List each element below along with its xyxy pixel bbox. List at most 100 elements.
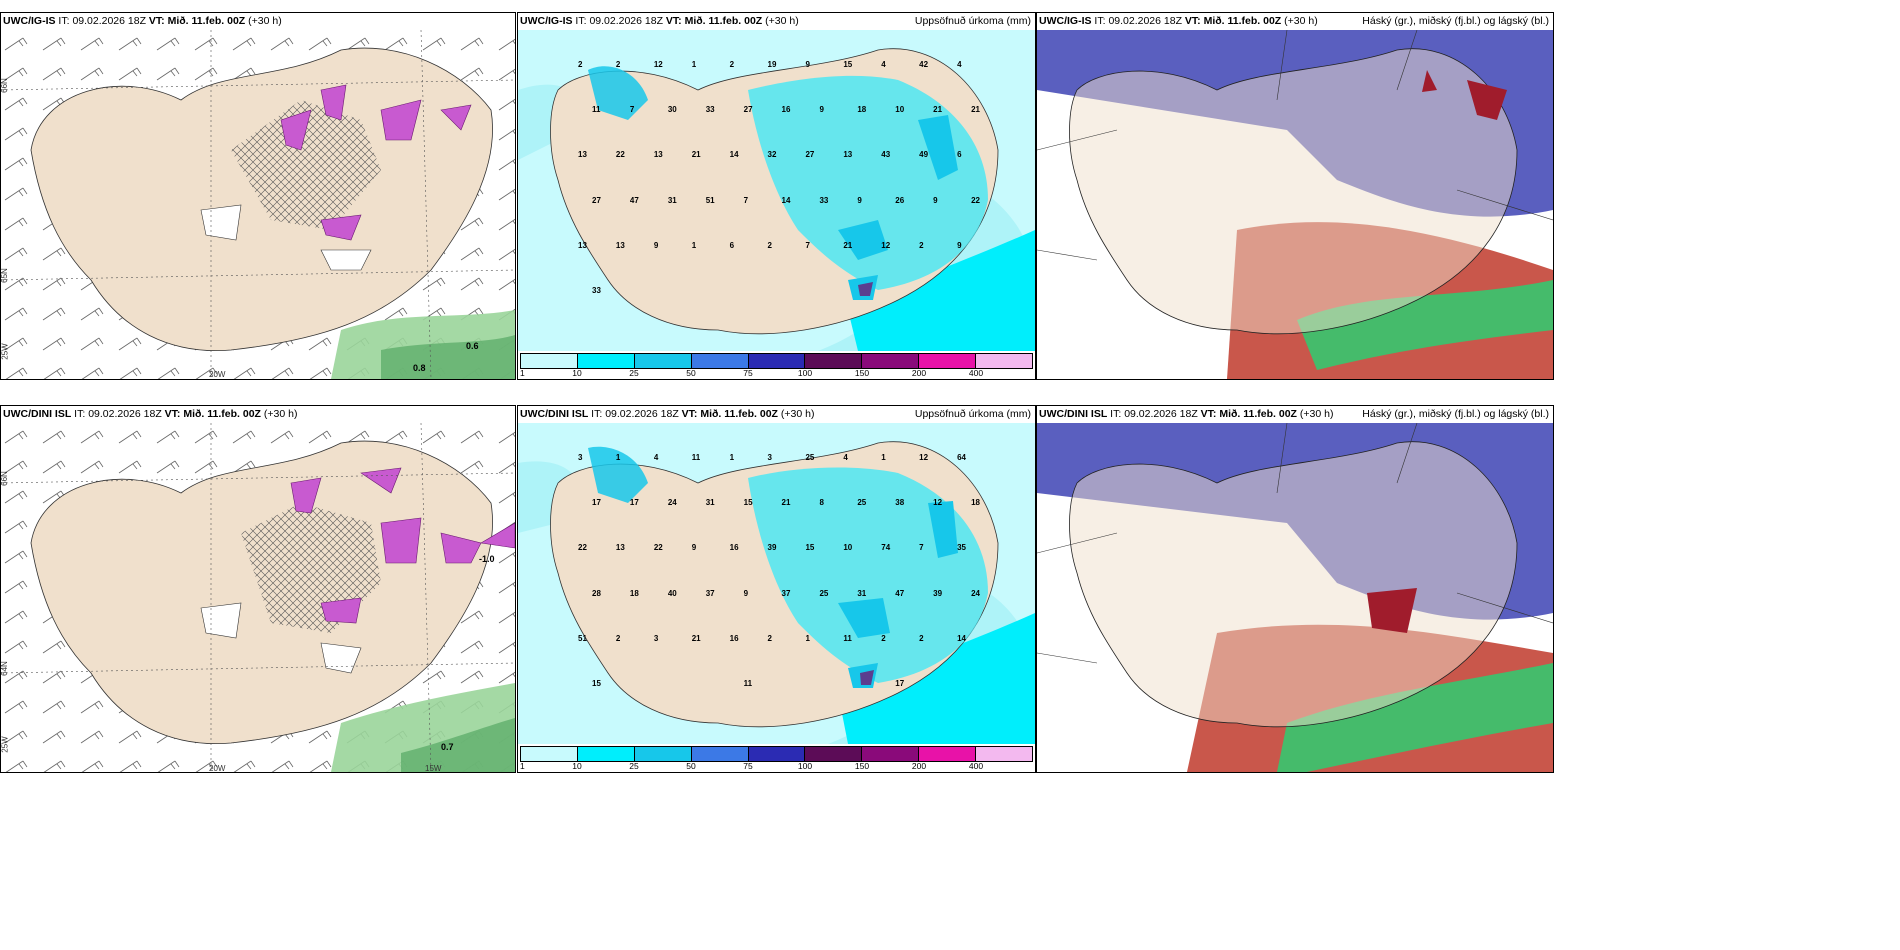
- legend-tick: 200: [911, 368, 927, 378]
- precip-value-label: 39: [933, 588, 943, 598]
- precip-value-label: 11: [592, 105, 601, 115]
- map-wind-icing[interactable]: [1, 30, 515, 379]
- map-cloud-cover[interactable]: [1037, 30, 1553, 379]
- precip-value-label: 9: [819, 105, 824, 115]
- precip-value-label: 15: [843, 60, 853, 69]
- precip-value-label: 22: [971, 195, 980, 205]
- precip-value-label: 17: [895, 678, 905, 688]
- precip-value-label: 40: [667, 588, 677, 598]
- legend-tick: 75: [743, 368, 753, 378]
- precip-value-label: 9: [691, 543, 697, 553]
- map-precipitation[interactable]: 3 1 1 1 3 12 4 25 64 11 4 17 15 38 17 21 12 24 8 18 31 25 22 16…: [518, 423, 1035, 744]
- precip-value-label: 12: [919, 453, 929, 462]
- precip-value-label: 47: [895, 588, 905, 598]
- precip-value-label: 25: [805, 453, 815, 462]
- precip-value-label: 15: [805, 543, 815, 553]
- precip-value-label: 13: [578, 150, 587, 160]
- map-cloud-cover[interactable]: [1037, 423, 1553, 772]
- precip-value-label: 18: [629, 588, 639, 598]
- precip-value-label: 3: [578, 453, 583, 462]
- precip-value-label: 32: [767, 150, 777, 160]
- precip-legend: 1 10 25 50 75 100 150 200 400: [518, 351, 1035, 379]
- legend-tick: 400: [968, 761, 984, 771]
- legend-tick: 75: [743, 761, 753, 771]
- precip-value-label: 21: [933, 105, 943, 115]
- precip-value-label: 1: [729, 453, 735, 462]
- precip-value-label: 21: [781, 498, 791, 508]
- precip-value-label: 64: [957, 453, 966, 462]
- precip-value-label: 31: [667, 195, 677, 205]
- lat-label: 25W: [0, 736, 10, 753]
- precip-value-label: 2: [729, 60, 735, 69]
- legend-swatch: [805, 747, 863, 761]
- legend-swatch: [691, 747, 749, 761]
- precip-value-label: 4: [843, 453, 848, 462]
- legend-ticks: 1 10 25 50 75 100 150 200 400: [520, 368, 1033, 378]
- legend-swatch: [634, 354, 692, 368]
- precip-value-label: 28: [592, 588, 601, 598]
- precip-value-label: 33: [819, 195, 829, 205]
- precip-value-label: 25: [819, 588, 829, 598]
- legend-colorbar: [520, 353, 1033, 369]
- panel-ig-precip: UWC/IG-IS IT: 09.02.2026 18Z VT: Mið. 11…: [517, 12, 1036, 380]
- legend-tick: 400: [968, 368, 984, 378]
- lat-label: 65N: [0, 268, 9, 283]
- precip-value-label: 6: [729, 240, 735, 250]
- precip-value-label: 51: [578, 633, 587, 643]
- precip-value-label: 74: [881, 543, 891, 553]
- legend-swatch: [691, 354, 749, 368]
- precip-value-label: 17: [592, 498, 601, 508]
- precip-value-label: 1: [805, 633, 810, 643]
- precip-value-label: 4: [653, 453, 659, 462]
- legend-tick: 50: [686, 761, 696, 771]
- precip-value-label: 11: [691, 453, 701, 462]
- lon-label: 15W: [425, 764, 442, 773]
- precip-value-label: 16: [729, 543, 739, 553]
- legend-tick: 1: [520, 368, 525, 378]
- precip-value-label: 4: [957, 60, 962, 69]
- precip-value-label: 13: [653, 150, 663, 160]
- legend-ticks: 1 10 25 50 75 100 150 200 400: [520, 761, 1033, 771]
- precip-value-label: 31: [705, 498, 715, 508]
- precip-value-label: 3: [653, 633, 659, 643]
- legend-swatch: [862, 354, 920, 368]
- legend-tick: 150: [854, 761, 870, 771]
- panel-header: UWC/IG-IS IT: 09.02.2026 18Z VT: Mið. 11…: [1, 13, 515, 30]
- precip-value-label: 27: [592, 195, 601, 205]
- legend-tick: 100: [797, 368, 813, 378]
- legend-swatch: [862, 747, 920, 761]
- precip-value-label: 42: [919, 60, 929, 69]
- precip-value-label: 15: [743, 498, 753, 508]
- precip-value-label: 9: [957, 240, 962, 250]
- map-wind-icing[interactable]: [1, 423, 515, 772]
- precip-value-label: 1: [691, 240, 697, 250]
- legend-swatch: [919, 747, 977, 761]
- precip-value-label: 43: [881, 150, 891, 160]
- precip-value-label: 7: [919, 543, 924, 553]
- precip-value-label: 13: [615, 240, 625, 250]
- precip-value-label: 2: [615, 633, 621, 643]
- precip-value-label: 21: [691, 633, 701, 643]
- precip-value-label: 14: [729, 150, 739, 160]
- precip-value-label: 9: [933, 195, 938, 205]
- precip-value-label: 2: [615, 60, 621, 69]
- legend-swatch: [634, 747, 692, 761]
- lat-label: 64N: [0, 661, 9, 676]
- precip-value-label: 38: [895, 498, 905, 508]
- lat-label: 66N: [0, 471, 9, 486]
- precip-value-label: 3: [767, 453, 772, 462]
- contour-label: 0.7: [441, 742, 454, 752]
- precip-value-label: 2: [919, 633, 924, 643]
- precip-value-label: 22: [578, 543, 587, 553]
- precip-value-label: 7: [805, 240, 810, 250]
- precip-value-label: 9: [805, 60, 810, 69]
- precip-value-label: 2: [767, 240, 772, 250]
- precip-value-label: 16: [729, 633, 739, 643]
- legend-tick: 1: [520, 761, 525, 771]
- legend-swatch: [577, 354, 635, 368]
- legend-tick: 25: [629, 761, 639, 771]
- map-precipitation[interactable]: 2 2 4 2 19 42 12 9 4 1 15 11 27 10 7 16 21 30 9 21 33 18 13 14 4…: [518, 30, 1035, 351]
- precip-value-label: 13: [615, 543, 625, 553]
- legend-swatch: [577, 747, 635, 761]
- precip-value-label: 2: [881, 633, 886, 643]
